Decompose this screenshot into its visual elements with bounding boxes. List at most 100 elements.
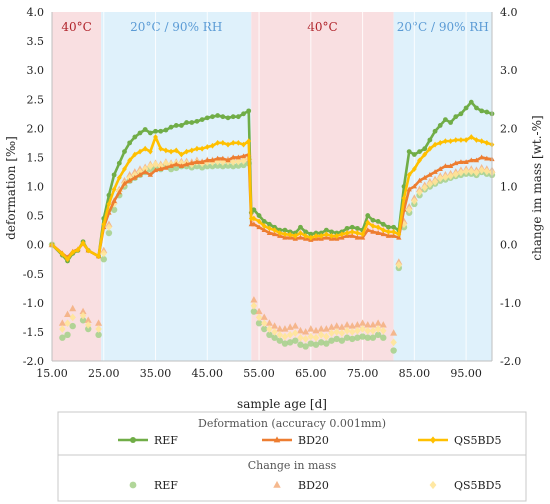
deformation-point-bd20 — [121, 180, 128, 186]
deformation-point-qs5bd5 — [365, 219, 371, 226]
deformation-point-bd20 — [370, 228, 376, 234]
deformation-point-qs5bd5 — [251, 215, 257, 222]
mass-point-qs5bd5 — [359, 325, 366, 333]
legend-deformation-title: Deformation (accuracy 0.001mm) — [198, 417, 386, 430]
mass-point-bd20 — [379, 321, 387, 328]
deformation-point-ref — [323, 227, 329, 233]
band-0 — [52, 12, 102, 361]
mass-point-qs5bd5 — [452, 170, 459, 179]
y-tick-label-left: -1.5 — [23, 326, 44, 339]
deformation-point-qs5bd5 — [241, 141, 246, 148]
deformation-point-qs5bd5 — [132, 151, 138, 158]
mass-point-ref — [302, 343, 309, 350]
mass-point-ref — [209, 162, 216, 170]
deformation-point-ref — [204, 115, 210, 121]
deformation-point-qs5bd5 — [256, 218, 262, 225]
deformation-point-bd20 — [479, 154, 485, 160]
deformation-point-ref — [158, 128, 164, 134]
deformation-point-bd20 — [240, 153, 247, 159]
mass-point-bd20 — [338, 323, 346, 330]
mass-point-ref — [312, 341, 320, 348]
mass-point-qs5bd5 — [349, 328, 356, 336]
deformation-point-bd20 — [147, 171, 153, 177]
deformation-point-qs5bd5 — [396, 231, 402, 238]
y-tick-label-left: 2.5 — [27, 93, 45, 106]
deformation-point-qs5bd5 — [204, 144, 210, 150]
deformation-point-ref — [287, 229, 293, 235]
deformation-point-bd20 — [396, 234, 402, 240]
mass-point-bd20 — [296, 326, 304, 334]
mass-point-ref — [292, 337, 299, 344]
mass-point-qs5bd5 — [261, 319, 268, 328]
deformation-point-bd20 — [127, 177, 133, 183]
mass-point-bd20 — [343, 321, 351, 328]
mass-point-bd20 — [302, 328, 310, 335]
deformation-point-bd20 — [468, 157, 474, 163]
legend-mass-title: Change in mass — [248, 459, 337, 472]
deformation-point-ref — [220, 114, 226, 120]
mass-point-qs5bd5 — [478, 166, 485, 175]
deformation-point-qs5bd5 — [194, 145, 200, 152]
deformation-point-ref — [163, 127, 169, 133]
mass-point-ref — [390, 347, 397, 354]
deformation-point-qs5bd5 — [391, 228, 397, 235]
deformation-point-qs5bd5 — [179, 151, 184, 158]
band-label-0: 40°C — [61, 20, 91, 34]
deformation-point-bd20 — [137, 171, 143, 177]
legend-mass-marker-bd20 — [273, 480, 281, 488]
mass-point-ref — [338, 337, 346, 344]
deformation-point-bd20 — [199, 159, 205, 164]
mass-point-qs5bd5 — [421, 183, 428, 192]
deformation-point-bd20 — [168, 163, 174, 169]
mass-point-ref — [110, 206, 118, 213]
deformation-point-ref — [329, 229, 334, 235]
deformation-point-ref — [147, 130, 153, 136]
mass-point-ref — [333, 335, 340, 343]
deformation-point-qs5bd5 — [292, 233, 298, 239]
mass-point-qs5bd5 — [100, 249, 107, 258]
mass-point-bd20 — [312, 326, 320, 334]
mass-point-qs5bd5 — [250, 301, 258, 310]
mass-point-bd20 — [64, 310, 72, 318]
deformation-point-bd20 — [230, 154, 236, 160]
deformation-point-ref — [443, 117, 448, 123]
mass-point-qs5bd5 — [297, 333, 304, 342]
deformation-point-qs5bd5 — [287, 231, 293, 238]
deformation-point-qs5bd5 — [313, 233, 319, 239]
mass-point-qs5bd5 — [364, 326, 371, 335]
deformation-point-bd20 — [442, 163, 449, 169]
deformation-point-qs5bd5 — [225, 141, 231, 148]
deformation-point-qs5bd5 — [96, 253, 101, 260]
deformation-point-bd20 — [427, 171, 433, 177]
deformation-point-ref — [370, 217, 376, 223]
deformation-point-ref — [355, 225, 360, 231]
mass-point-ref — [250, 308, 258, 315]
deformation-point-bd20 — [142, 169, 148, 174]
deformation-point-qs5bd5 — [127, 157, 133, 164]
deformation-point-ref — [179, 123, 184, 128]
mass-point-ref — [266, 331, 273, 339]
deformation-point-qs5bd5 — [147, 148, 153, 155]
deformation-point-bd20 — [282, 234, 288, 240]
mass-point-qs5bd5 — [437, 174, 444, 183]
mass-point-qs5bd5 — [390, 338, 397, 347]
mass-point-qs5bd5 — [292, 329, 299, 337]
deformation-point-bd20 — [251, 221, 257, 227]
mass-point-ref — [198, 164, 206, 171]
mass-point-ref — [204, 162, 211, 170]
tick-labels: 15.00 25.00 35.00 45.00 55.00 65.00 75.00 85.00… — [23, 6, 521, 380]
deformation-point-qs5bd5 — [417, 157, 422, 164]
legend-label-qs5bd5: QS5BD5 — [454, 434, 501, 447]
legend-marker-qs5bd5 — [430, 436, 436, 444]
deformation-point-qs5bd5 — [116, 174, 122, 181]
band-label-1: 20°C / 90% RH — [130, 20, 222, 34]
deformation-point-bd20 — [173, 161, 179, 167]
mass-point-ref — [240, 161, 247, 169]
mass-point-qs5bd5 — [312, 333, 320, 342]
deformation-point-ref — [194, 118, 200, 124]
mass-point-ref — [343, 334, 351, 341]
deformation-point-bd20 — [152, 167, 159, 173]
x-tick-label: 45.00 — [192, 367, 224, 380]
deformation-point-bd20 — [189, 160, 195, 166]
